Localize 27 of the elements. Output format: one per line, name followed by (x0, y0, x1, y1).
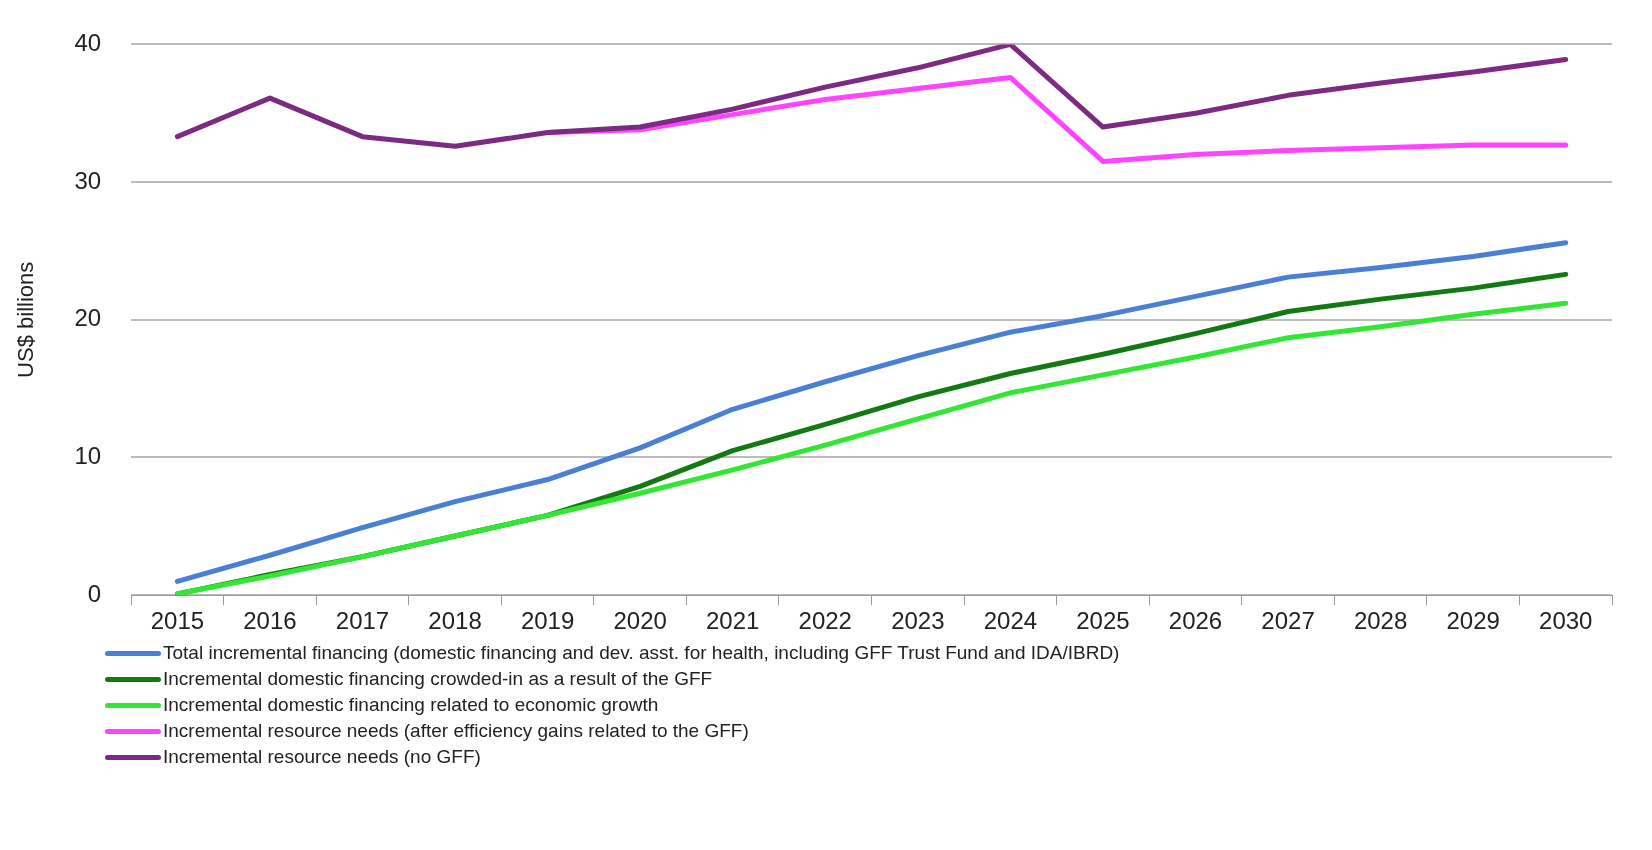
y-tick-label: 20 (74, 304, 102, 332)
x-tick-label: 2016 (243, 607, 297, 635)
x-tick-label: 2030 (1539, 607, 1593, 635)
legend-label: Incremental domestic financing crowded-in as a result of the GFF (163, 668, 713, 690)
legend-label: Incremental domestic financing related to economic growth (163, 694, 659, 716)
x-tick-label: 2017 (335, 607, 390, 635)
x-tick-label: 2025 (1076, 607, 1130, 635)
y-tick-label: 10 (74, 442, 102, 470)
x-tick-label: 2023 (891, 607, 945, 635)
y-tick-label: 40 (74, 29, 102, 57)
x-tick-label: 2019 (520, 607, 575, 635)
legend-label: Incremental resource needs (after efficiency gains related to the GFF) (163, 720, 749, 742)
x-tick-label: 2028 (1353, 607, 1408, 635)
x-tick-label: 2022 (798, 607, 852, 635)
x-tick-label: 2024 (983, 607, 1038, 635)
y-tick-label: 30 (74, 166, 102, 194)
x-tick-label: 2018 (428, 607, 482, 635)
y-axis-title: US$ billions (13, 261, 39, 378)
legend-label: Total incremental financing (domestic financing and dev. asst. for health, including GFF Trust Fund and IDA/IBRD) (163, 642, 1120, 664)
legend-label: Incremental resource needs (no GFF) (163, 746, 481, 768)
x-tick-label: 2021 (706, 607, 760, 635)
x-tick-label: 2027 (1261, 607, 1315, 635)
x-tick-label: 2029 (1446, 607, 1500, 635)
y-tick-label: 0 (87, 579, 102, 607)
x-tick-label: 2015 (150, 607, 205, 635)
x-tick-label: 2026 (1168, 607, 1223, 635)
x-tick-label: 2020 (613, 607, 667, 635)
